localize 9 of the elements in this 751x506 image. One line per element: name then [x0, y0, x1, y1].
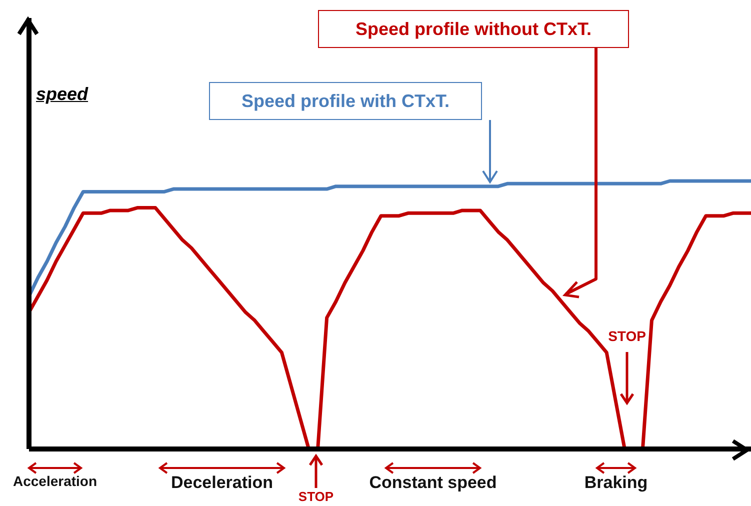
text: STOP: [298, 489, 334, 504]
text: Speed profile without CTxT.: [355, 18, 592, 40]
text: Acceleration: [12, 473, 98, 489]
text: Braking: [584, 473, 648, 493]
text: Constant speed: [369, 473, 497, 493]
y-axis-title: speed: [36, 84, 88, 105]
text: Speed profile with CTxT.: [241, 90, 450, 112]
text: Deceleration: [170, 473, 274, 493]
annotation: STOP: [607, 328, 647, 344]
